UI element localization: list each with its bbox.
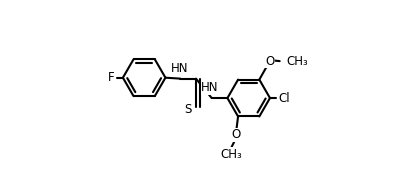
Text: O: O bbox=[265, 55, 274, 68]
Text: Cl: Cl bbox=[279, 92, 290, 105]
Text: O: O bbox=[232, 128, 241, 142]
Text: F: F bbox=[108, 71, 114, 84]
Text: HN: HN bbox=[171, 62, 188, 75]
Text: CH₃: CH₃ bbox=[286, 55, 308, 68]
Text: S: S bbox=[184, 103, 191, 116]
Text: HN: HN bbox=[201, 81, 218, 94]
Text: CH₃: CH₃ bbox=[221, 148, 243, 161]
